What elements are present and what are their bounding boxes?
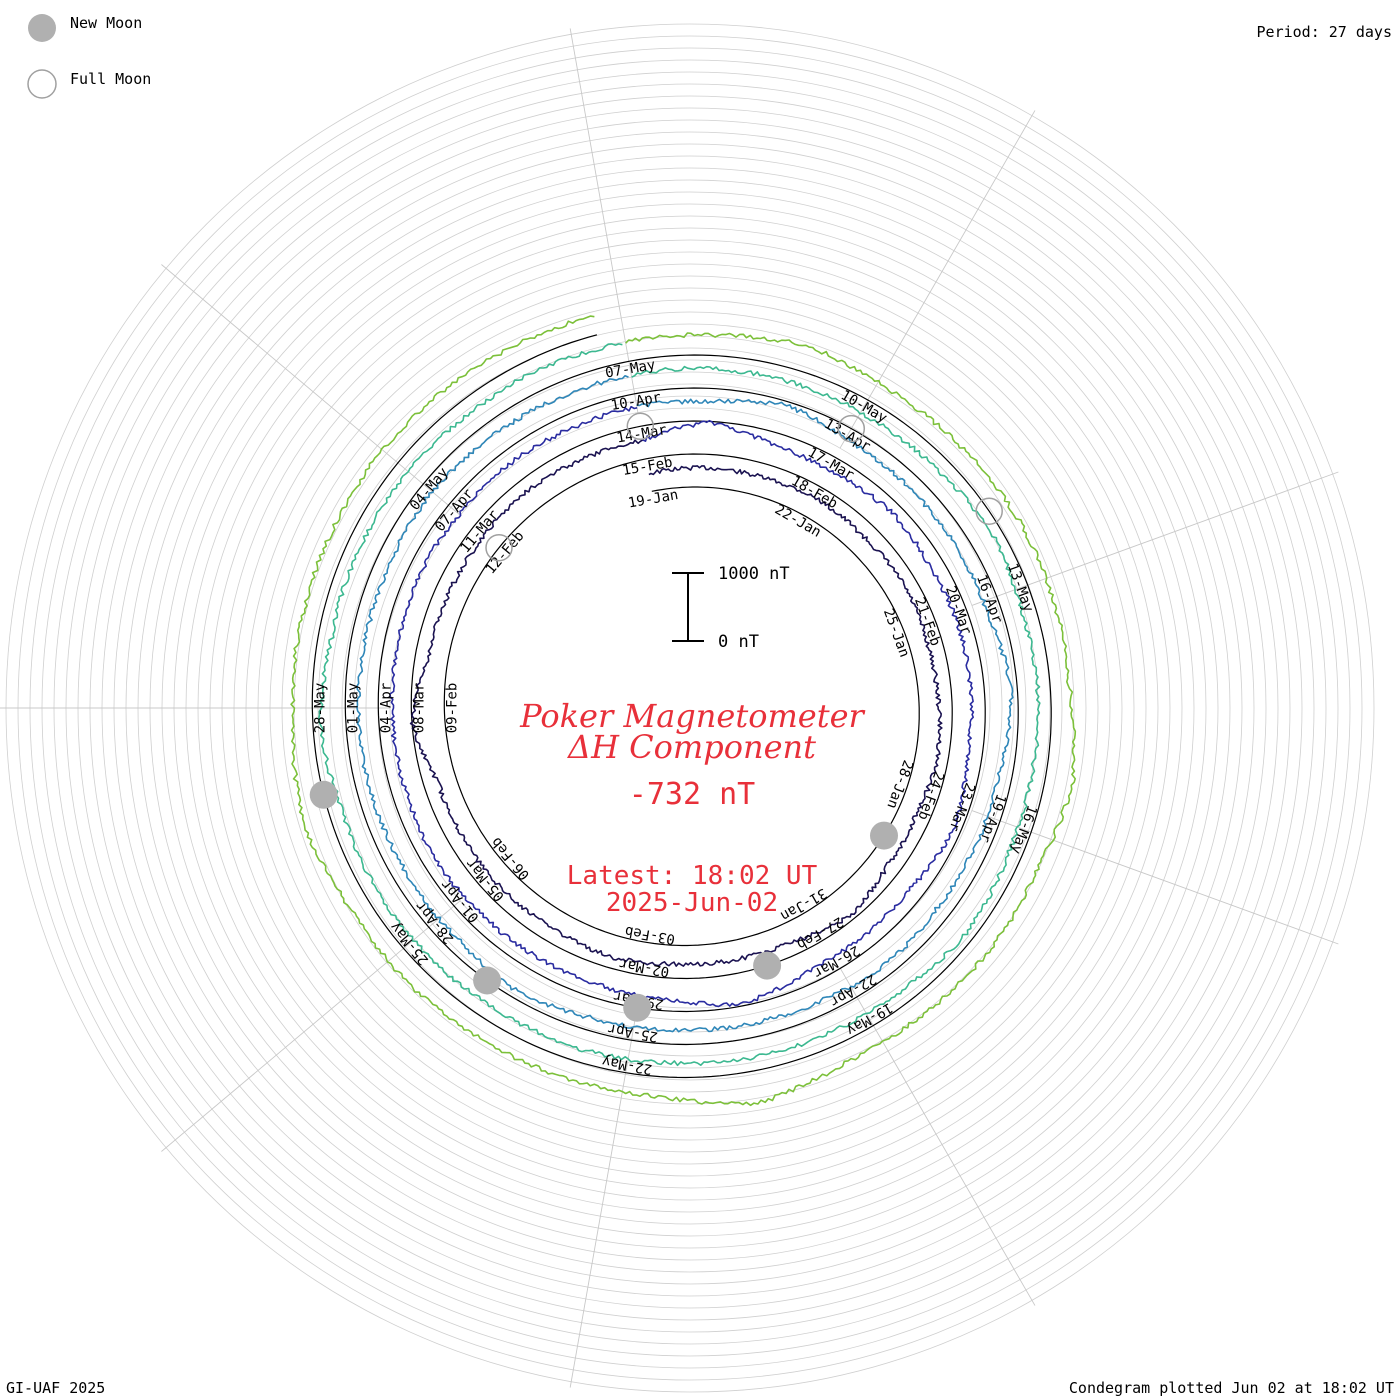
date-label: 11-Mar [457,507,502,556]
date-label: 07-Apr [432,486,477,535]
radial-line [839,110,1036,449]
new-moon-legend-icon [28,14,56,42]
date-label: 08-Mar [411,683,427,734]
date-label: 04-May [407,465,452,514]
chart-title-line2: ΔH Component [566,728,816,766]
full-moon-marker [975,497,1003,525]
trace-period-4 [318,343,1041,1067]
date-label: 13-May [1004,561,1036,614]
new-moon-marker [870,821,898,850]
date-label: 19-Apr [976,792,1008,845]
trace-period-3 [356,375,1014,1033]
full-moon-legend-icon [27,69,57,99]
date-label: 22-Apr [827,970,879,1009]
new-moon-marker [753,951,782,980]
moon-markers [309,412,1003,1022]
new-moon-marker [473,966,502,995]
trace-period-1 [409,439,943,967]
radial-line [971,810,1339,945]
date-label: 25-Jan [880,607,912,660]
date-label: 22-May [601,1053,654,1078]
full-moon-marker [837,414,866,443]
scale-bar-top-label: 1000 nT [718,564,790,584]
radial-line [161,900,461,1152]
date-label: 19-Jan [627,487,680,512]
period-label: Period: 27 days [1256,23,1392,41]
new-moon-marker [309,780,338,809]
date-label: 01-May [345,683,361,734]
latest-time: Latest: 18:02 UT [567,861,818,891]
radial-line [161,264,461,516]
date-label: 15-Feb [621,454,674,479]
date-label: 05-Mar [463,855,508,904]
date-label: 09-Feb [444,683,460,734]
zero-baselines [311,334,1052,1079]
radial-line [839,967,1036,1306]
data-traces [290,315,1077,1107]
radial-grid-lines [0,28,1339,1388]
trace-period-2 [389,405,975,1008]
full-moon-marker [485,533,513,562]
current-value: -732 nT [629,777,755,812]
date-label: 07-May [604,357,657,382]
trace-period-5 [290,315,1077,1107]
date-label: 25-May [387,919,432,968]
date-label: 24-Feb [914,769,946,822]
date-label: 28-Apr [413,898,458,947]
new-moon-legend-label: New Moon [70,14,142,32]
date-label: 25-Apr [607,1020,660,1045]
date-label: 19-May [843,999,895,1038]
date-label: 04-Apr [378,683,394,734]
latest-date: 2025-Jun-02 [606,888,778,918]
scale-bar-bottom-label: 0 nT [718,632,759,652]
date-label: 02-Mar [618,955,671,980]
date-label: 06-Feb [488,834,533,883]
date-label: 17-Mar [805,444,857,483]
full-moon-legend-label: Full Moon [70,70,151,88]
radial-line [569,1003,639,1388]
date-label: 20-Mar [942,584,974,637]
date-label: 14-Mar [615,422,668,447]
baseline-spiral [311,334,1052,1079]
date-label: 03-Feb [624,923,677,948]
new-moon-marker [623,993,652,1022]
radial-line [569,28,639,413]
date-label: 18-Feb [788,473,840,512]
credit-label: GI-UAF 2025 [6,1379,106,1397]
date-label: 26-Mar [810,942,862,981]
date-label: 21-Feb [911,595,943,648]
plot-timestamp: Condegram plotted Jun 02 at 18:02 UT [1068,1379,1394,1397]
date-label: 27-Feb [794,913,846,952]
date-label: 22-Jan [772,502,824,541]
date-label: 28-Jan [883,758,915,811]
date-label: 28-May [312,683,328,734]
full-moon-marker [626,412,655,441]
radial-line [971,471,1339,606]
chart-title-line1: Poker Magnetometer [519,697,865,735]
